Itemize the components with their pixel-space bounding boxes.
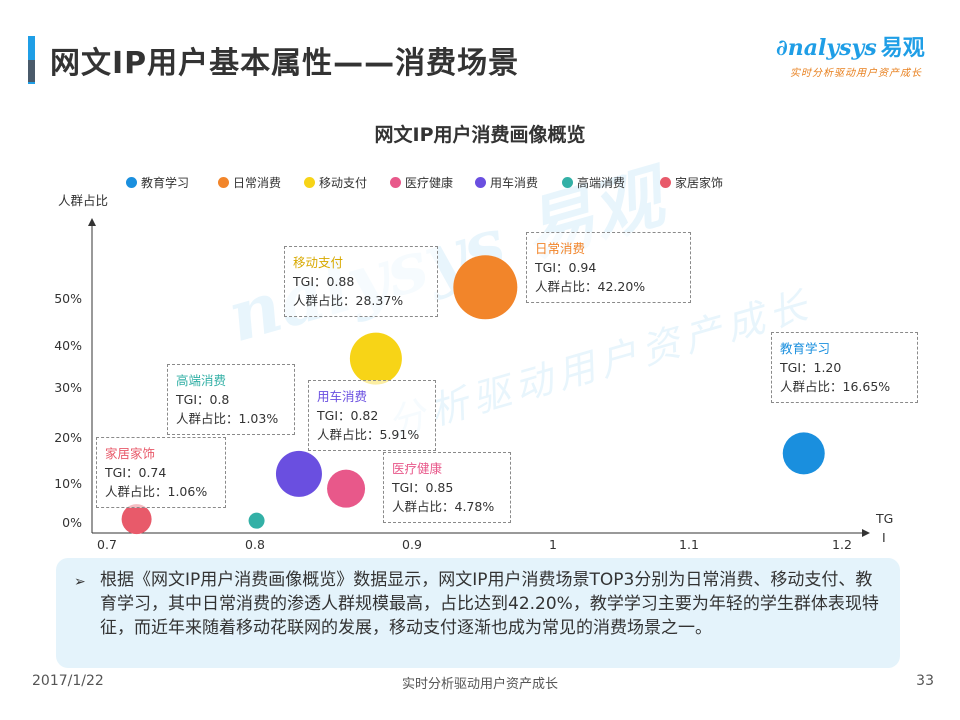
logo-text: nalysys <box>787 35 877 61</box>
summary-box: ➢ 根据《网文IP用户消费画像概览》数据显示，网文IP用户消费场景TOP3分别为… <box>56 558 900 668</box>
footer-date: 2017/1/22 <box>32 673 104 689</box>
annotation-education: 教育学习 TGI：1.20 人群占比：16.65% <box>771 332 918 403</box>
analysys-logo: ∂nalysys 易观 实时分析驱动用户资产成长 <box>776 30 936 79</box>
bubble-1 <box>453 255 518 320</box>
x-axis-label-part2: I <box>882 530 886 545</box>
logo-cn: 易观 <box>880 35 925 61</box>
annotation-premium: 高端消费 TGI：0.8 人群占比：1.03% <box>167 364 295 435</box>
y-tick-label: 50% <box>54 291 82 306</box>
y-tick-label: 10% <box>54 476 82 491</box>
title-accent-bar-dark <box>28 60 35 82</box>
x-tick-label: 0.9 <box>402 537 422 552</box>
logo-a-mark: ∂ <box>776 35 788 61</box>
summary-text: 根据《网文IP用户消费画像概览》数据显示，网文IP用户消费场景TOP3分别为日常… <box>100 570 879 638</box>
legend-dot <box>562 177 573 188</box>
y-tick-label: 0% <box>62 515 82 530</box>
bubble-0 <box>782 432 825 475</box>
bubble-6 <box>121 504 152 535</box>
annotation-daily: 日常消费 TGI：0.94 人群占比：42.20% <box>526 232 691 303</box>
logo-tagline: 实时分析驱动用户资产成长 <box>790 68 922 79</box>
bubble-4 <box>275 450 322 497</box>
legend-dot <box>660 177 671 188</box>
legend-dot <box>126 177 137 188</box>
x-tick-label: 1.2 <box>832 537 852 552</box>
legend-item-education: 教育学习 <box>126 174 189 191</box>
annotation-car: 用车消费 TGI：0.82 人群占比：5.91% <box>308 380 436 451</box>
legend-item-medical: 医疗健康 <box>390 174 453 191</box>
annotation-mobile-pay: 移动支付 TGI：0.88 人群占比：28.37% <box>284 246 438 317</box>
x-tick-label: 1.1 <box>679 537 699 552</box>
y-tick-label: 40% <box>54 338 82 353</box>
x-axis-label-part1: TG <box>875 511 893 526</box>
y-axis-label: 人群占比 <box>58 193 108 208</box>
legend-item-car: 用车消费 <box>475 174 538 191</box>
legend-item-mobile-pay: 移动支付 <box>304 174 367 191</box>
annotation-medical: 医疗健康 TGI：0.85 人群占比：4.78% <box>383 452 511 523</box>
bubble-5 <box>248 512 265 529</box>
legend-dot <box>390 177 401 188</box>
legend-dot <box>304 177 315 188</box>
page-title: 网文IP用户基本属性——消费场景 <box>50 46 520 81</box>
y-tick-label: 30% <box>54 380 82 395</box>
bubble-3 <box>327 469 366 508</box>
x-tick-label: 1 <box>549 537 557 552</box>
x-tick-label: 0.8 <box>245 537 265 552</box>
page-number: 33 <box>916 673 934 689</box>
legend-item-premium: 高端消费 <box>562 174 625 191</box>
legend-item-home: 家居家饰 <box>660 174 723 191</box>
legend-dot <box>218 177 229 188</box>
legend-item-daily: 日常消费 <box>218 174 281 191</box>
chart-title: 网文IP用户消费画像概览 <box>374 124 586 146</box>
bubble-2 <box>349 332 402 385</box>
y-tick-label: 20% <box>54 430 82 445</box>
x-tick-label: 0.7 <box>97 537 117 552</box>
chart-legend: 教育学习 日常消费 移动支付 医疗健康 用车消费 高端消费 家居家饰 <box>126 174 766 194</box>
bullet-arrow-icon: ➢ <box>74 574 86 590</box>
annotation-home: 家居家饰 TGI：0.74 人群占比：1.06% <box>96 437 226 508</box>
legend-dot <box>475 177 486 188</box>
footer-tagline: 实时分析驱动用户资产成长 <box>401 677 558 692</box>
